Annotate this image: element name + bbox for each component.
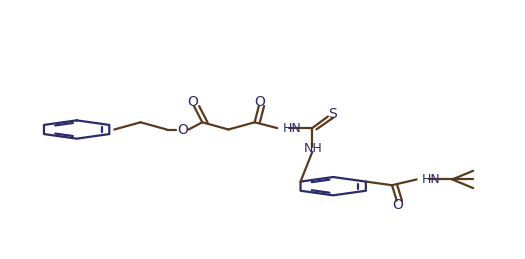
Text: O: O — [255, 95, 265, 109]
Text: S: S — [328, 107, 337, 121]
Text: O: O — [187, 95, 198, 109]
Text: HN: HN — [422, 173, 440, 186]
Text: O: O — [392, 198, 403, 212]
Text: NH: NH — [303, 142, 322, 155]
Text: HN: HN — [282, 121, 301, 135]
Text: O: O — [177, 123, 188, 136]
